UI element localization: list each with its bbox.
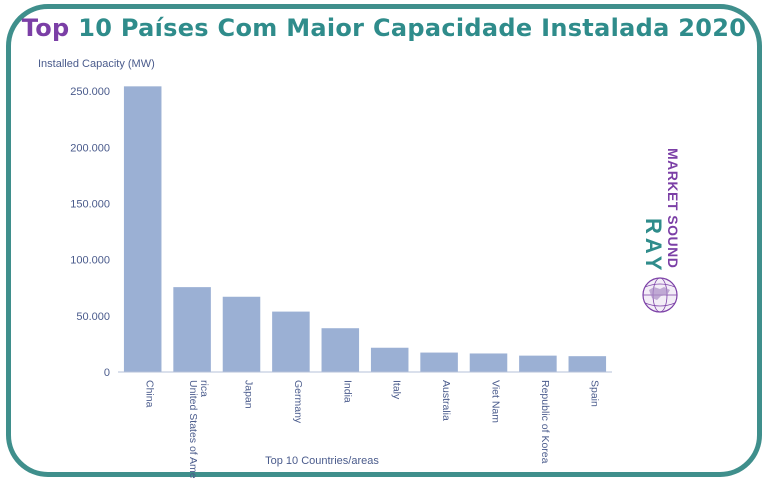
logo-tagline: MARKET SOUND: [665, 148, 681, 268]
x-tick-label: India: [341, 380, 353, 403]
y-tick-label: 0: [104, 367, 110, 379]
y-axis-ticks: 0 50.000 100.000 150.000 200.000 250.000: [70, 86, 110, 379]
bar: [519, 355, 557, 372]
x-tick-label: Republic of Korea: [539, 380, 551, 464]
y-axis-label: Installed Capacity (MW): [38, 58, 155, 70]
logo-brand: RAY: [641, 218, 666, 274]
bar: [173, 287, 211, 372]
x-tick-label: China: [144, 380, 156, 408]
x-axis-label: Top 10 Countries/areas: [265, 455, 379, 467]
x-axis-ticks: China United States of America Japan German…: [144, 380, 601, 479]
x-tick-label: Spain: [588, 380, 600, 407]
bar: [469, 353, 508, 372]
logo-graphic: MARKET SOUND RAY: [641, 148, 681, 313]
ray-market-sound-logo: MARKET SOUND RAY: [636, 148, 692, 320]
bar: [272, 311, 310, 372]
x-tick-label: Australia: [440, 380, 452, 421]
x-tick-label: United States of America: [187, 380, 210, 479]
y-tick-label: 50.000: [76, 311, 110, 323]
x-tick-label: Italy: [391, 380, 403, 400]
y-tick-label: 200.000: [70, 142, 110, 154]
y-tick-label: 100.000: [70, 255, 110, 267]
x-tick-label: Viet Nam: [490, 380, 502, 423]
bar: [420, 352, 458, 372]
bar: [222, 296, 261, 372]
x-tick-label: Japan: [243, 380, 255, 409]
chart-title: Top 10 Países Com Maior Capacidade Insta…: [0, 14, 768, 42]
y-tick-label: 250.000: [70, 86, 110, 98]
chart-title-highlight: Top: [21, 14, 70, 42]
bar: [370, 347, 409, 372]
chart-title-rest: 10 Países Com Maior Capacidade Instalada…: [69, 14, 747, 42]
bars: [123, 86, 607, 372]
bar: [321, 328, 360, 372]
bar: [123, 86, 162, 372]
bar: [568, 356, 607, 372]
globe-icon: [642, 277, 678, 313]
y-tick-label: 150.000: [70, 199, 110, 211]
x-tick-label: Germany: [292, 380, 304, 424]
